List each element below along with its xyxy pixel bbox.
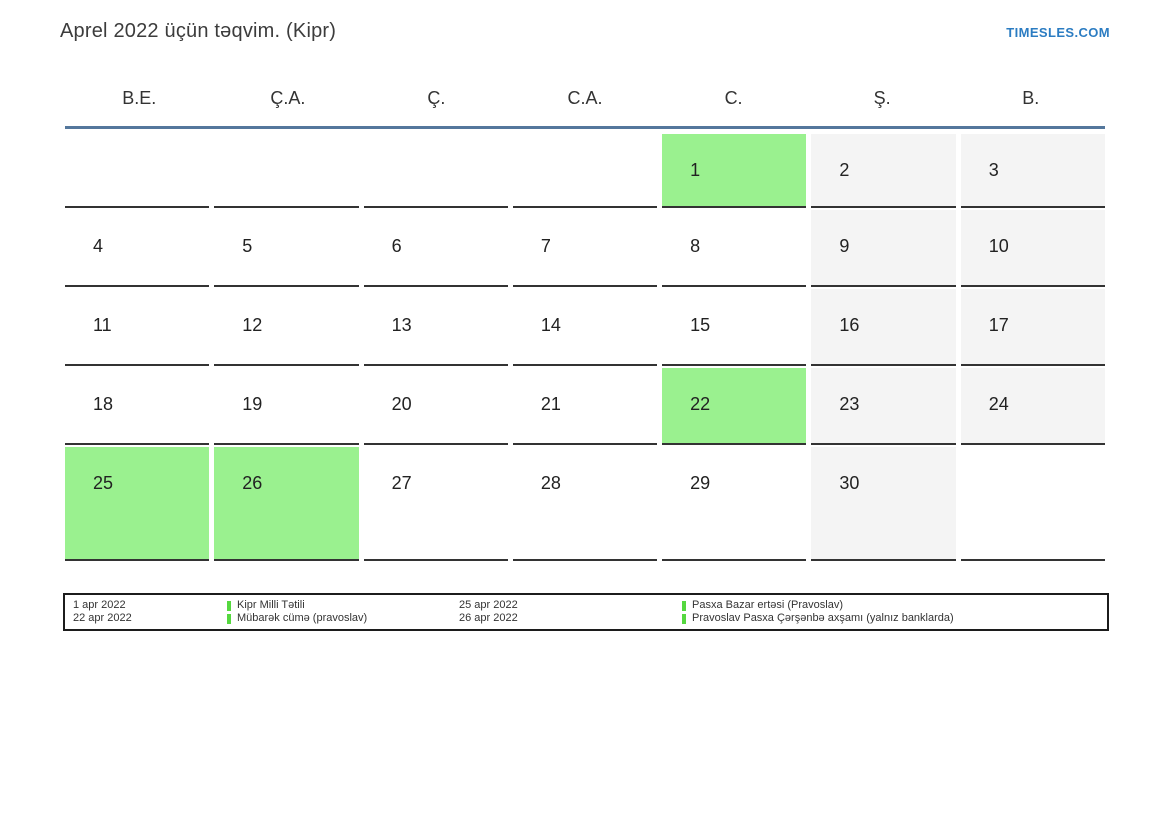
legend-entry: Pravoslav Pasxa Çərşənbə axşamı (yalnız … (682, 612, 1107, 625)
day-cell (363, 134, 508, 208)
day-number: 24 (988, 394, 1009, 414)
legend-labels-group-2: Pasxa Bazar ertəsi (Pravoslav) Pravoslav… (682, 599, 1107, 625)
day-cell: 2 (811, 134, 956, 208)
day-cell: 7 (512, 210, 658, 287)
day-cell: 19 (214, 368, 359, 445)
legend-holiday-color-bar (682, 613, 686, 624)
day-number: 10 (988, 236, 1009, 256)
day-cell-holiday: 22 (662, 368, 807, 445)
day-cell: 20 (363, 368, 508, 445)
page-title: Aprel 2022 üçün təqvim. (Kipr) (60, 20, 337, 42)
day-number: 26 (242, 473, 263, 493)
day-cell: 14 (512, 289, 658, 366)
day-cell: 5 (214, 210, 359, 287)
day-cell: 21 (512, 368, 658, 445)
day-number: 5 (242, 236, 253, 256)
day-cell: 18 (65, 368, 210, 445)
day-header-row: B.E. Ç.A. Ç. C.A. C. Ş. B. (65, 85, 1105, 129)
day-number: 1 (690, 160, 701, 180)
day-cell: 16 (811, 289, 956, 366)
timesles-link[interactable]: TIMESLES.COM (1006, 25, 1110, 40)
day-cell: 27 (363, 447, 508, 561)
legend-date: 25 apr 2022 (459, 599, 518, 611)
day-number: 21 (540, 394, 561, 414)
day-number: 18 (93, 394, 114, 414)
day-number: 3 (988, 160, 999, 180)
calendar-grid: 1 2 3 4 5 6 7 8 9 10 11 12 13 14 15 16 1… (65, 134, 1105, 561)
legend-dates-group-1: 1 apr 2022 22 apr 2022 (65, 599, 227, 625)
legend-label: Kipr Milli Tətili (237, 599, 305, 611)
legend-date: 26 apr 2022 (459, 612, 518, 624)
day-cell: 17 (960, 289, 1105, 366)
day-number: 30 (839, 473, 860, 493)
day-cell: 15 (662, 289, 807, 366)
day-header-wednesday: Ç. (427, 88, 446, 108)
day-cell-holiday: 1 (662, 134, 807, 208)
legend-label: Mübarək cümə (pravoslav) (237, 612, 368, 624)
day-number: 13 (391, 315, 412, 335)
day-cell (214, 134, 359, 208)
day-header-monday: B.E. (122, 88, 157, 108)
day-number: 20 (391, 394, 412, 414)
day-cell (512, 134, 658, 208)
day-number: 8 (690, 236, 701, 256)
day-cell: 29 (662, 447, 807, 561)
day-number: 2 (839, 160, 850, 180)
day-number: 12 (242, 315, 263, 335)
day-number: 23 (839, 394, 860, 414)
legend-entry: Pasxa Bazar ertəsi (Pravoslav) (682, 599, 1107, 612)
day-cell: 11 (65, 289, 210, 366)
day-cell-holiday: 26 (214, 447, 359, 561)
calendar: B.E. Ç.A. Ç. C.A. C. Ş. B. 1 2 3 4 5 6 7… (65, 85, 1105, 561)
day-number: 17 (988, 315, 1009, 335)
legend: 1 apr 2022 22 apr 2022 Kipr Milli Tətili… (63, 593, 1109, 631)
day-number: 14 (540, 315, 561, 335)
day-number: 6 (391, 236, 402, 256)
day-header-saturday: Ş. (873, 88, 891, 108)
day-cell: 24 (960, 368, 1105, 445)
day-number: 9 (839, 236, 850, 256)
day-number: 16 (839, 315, 860, 335)
day-number: 25 (93, 473, 114, 493)
day-number: 22 (690, 394, 711, 414)
legend-entry: Kipr Milli Tətili (227, 599, 459, 612)
legend-holiday-color-bar (227, 613, 231, 624)
day-cell: 12 (214, 289, 359, 366)
legend-holiday-color-bar (682, 600, 686, 611)
day-cell-holiday: 25 (65, 447, 210, 561)
day-number: 11 (93, 315, 112, 335)
day-number: 15 (690, 315, 711, 335)
day-cell: 13 (363, 289, 508, 366)
day-cell: 8 (662, 210, 807, 287)
legend-label: Pasxa Bazar ertəsi (Pravoslav) (692, 599, 843, 611)
legend-date: 1 apr 2022 (73, 599, 126, 611)
legend-holiday-color-bar (227, 600, 231, 611)
day-cell (65, 134, 210, 208)
legend-labels-group-1: Kipr Milli Tətili Mübarək cümə (pravosla… (227, 599, 459, 625)
day-cell: 30 (811, 447, 956, 561)
day-cell (960, 447, 1105, 561)
day-number: 19 (242, 394, 263, 414)
day-cell: 9 (811, 210, 956, 287)
legend-date: 22 apr 2022 (73, 612, 132, 624)
day-header-sunday: B. (1022, 88, 1040, 108)
legend-dates-group-2: 25 apr 2022 26 apr 2022 (459, 599, 682, 625)
day-cell: 4 (65, 210, 210, 287)
day-number: 27 (391, 473, 412, 493)
day-header-friday: C. (724, 88, 743, 108)
day-cell: 10 (960, 210, 1105, 287)
day-header-thursday: C.A. (567, 88, 603, 108)
day-header-tuesday: Ç.A. (270, 88, 306, 108)
day-cell: 23 (811, 368, 956, 445)
day-cell: 6 (363, 210, 508, 287)
day-cell: 3 (960, 134, 1105, 208)
legend-entry: Mübarək cümə (pravoslav) (227, 612, 459, 625)
legend-label: Pravoslav Pasxa Çərşənbə axşamı (yalnız … (692, 612, 954, 624)
day-number: 29 (690, 473, 711, 493)
day-number: 28 (540, 473, 561, 493)
day-cell: 28 (512, 447, 658, 561)
day-number: 7 (540, 236, 551, 256)
day-number: 4 (93, 236, 104, 256)
